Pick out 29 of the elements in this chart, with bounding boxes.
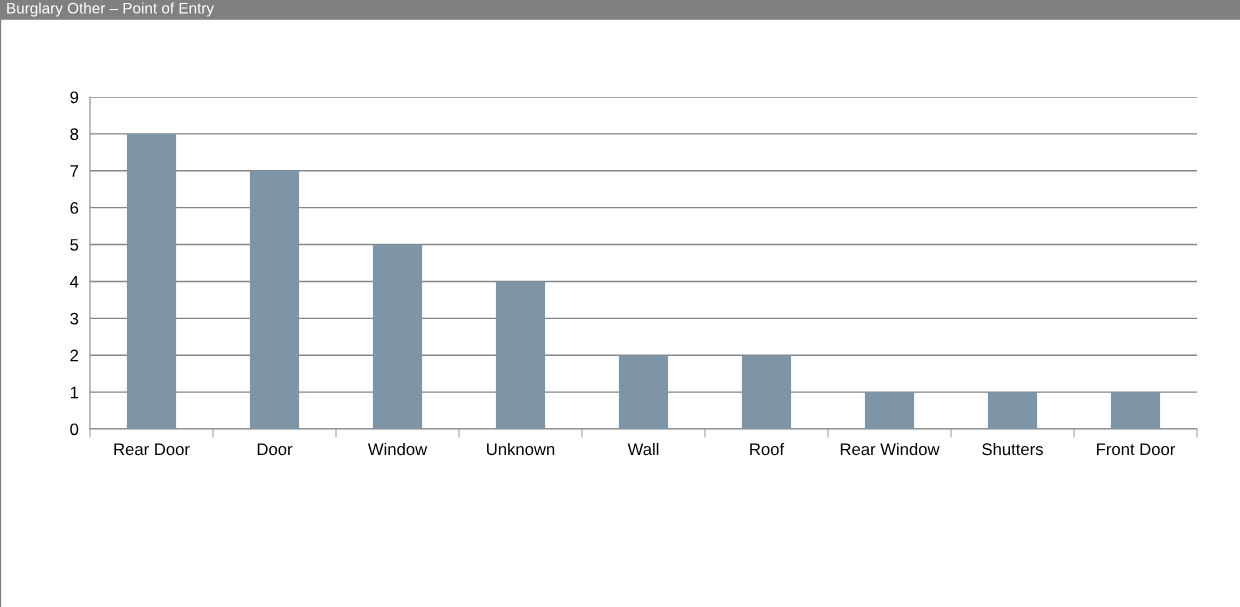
y-tick-label: 4 — [70, 276, 79, 288]
bar — [1110, 392, 1161, 429]
bar — [618, 355, 669, 429]
y-tick-label: 7 — [70, 165, 79, 177]
bar — [126, 133, 177, 429]
bar — [741, 355, 792, 429]
bar — [249, 170, 300, 429]
y-tick-label: 1 — [70, 386, 79, 399]
bar — [864, 392, 915, 429]
bar — [372, 244, 423, 429]
x-tick-label: Rear Door — [114, 443, 190, 456]
y-tick-label: 0 — [70, 423, 79, 436]
x-tick-label: Roof — [750, 442, 785, 456]
y-tick-label: 9 — [70, 91, 79, 104]
x-tick-label: Front Door — [1097, 443, 1176, 456]
bar — [987, 392, 1038, 429]
bar — [495, 281, 546, 429]
y-tick-label: 5 — [70, 239, 79, 251]
y-tick-label: 8 — [70, 128, 79, 141]
x-tick-label: Wall — [627, 442, 659, 456]
chart-title: Burglary Other – Point of Entry — [7, 2, 215, 17]
x-tick-label: Rear Window — [840, 442, 940, 456]
y-tick-label: 6 — [70, 202, 79, 214]
y-tick-label: 3 — [70, 312, 79, 325]
x-tick-label: Unknown — [487, 442, 555, 456]
y-tick-label: 2 — [70, 349, 79, 362]
x-tick-label: Shutters — [982, 442, 1043, 456]
x-tick-label: Door — [257, 443, 293, 456]
x-tick-label: Window — [367, 442, 428, 456]
